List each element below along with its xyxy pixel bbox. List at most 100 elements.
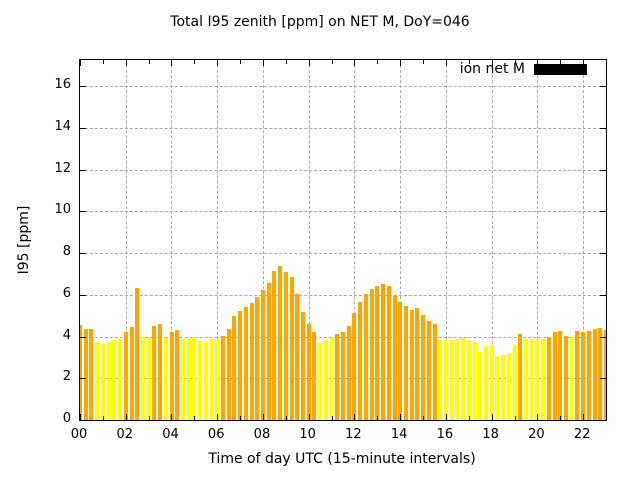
x-minor-tick-mark (468, 416, 470, 420)
x-tick-label: 10 (299, 427, 316, 442)
x-tick-mark (354, 60, 356, 66)
bar (478, 352, 483, 420)
bar (569, 336, 574, 420)
gridline-vertical (491, 60, 493, 420)
gridline-horizontal (80, 86, 606, 88)
x-tick-label: 00 (70, 427, 88, 442)
bar (215, 339, 220, 420)
bar (512, 345, 517, 420)
bar (352, 313, 357, 420)
x-tick-mark (171, 60, 173, 66)
x-tick-mark (80, 414, 81, 420)
x-tick-mark (400, 60, 402, 66)
bar (461, 338, 466, 420)
bar (541, 339, 546, 420)
y-tick-mark (80, 336, 86, 338)
chart-title: Total I95 zenith [ppm] on NET M, DoY=046 (170, 14, 470, 30)
legend-swatch (534, 63, 587, 75)
bar (403, 306, 408, 420)
y-tick-mark (80, 253, 86, 255)
bar (535, 339, 540, 420)
bar (255, 297, 260, 420)
x-minor-tick-mark (423, 60, 425, 64)
x-tick-label: 04 (162, 427, 179, 442)
bar (140, 336, 145, 420)
gridline-horizontal (80, 253, 606, 255)
x-tick-mark (445, 414, 447, 420)
bar (415, 308, 420, 420)
x-minor-tick-mark (606, 60, 607, 64)
x-tick-mark (491, 60, 493, 66)
gridline-vertical (400, 60, 402, 420)
x-minor-tick-mark (148, 60, 150, 64)
x-tick-mark (308, 60, 310, 66)
y-tick-mark (600, 86, 606, 88)
bar (524, 339, 528, 420)
x-tick-mark (400, 414, 402, 420)
bar (289, 277, 294, 420)
bar (283, 272, 288, 420)
bar (455, 339, 460, 420)
bar (135, 287, 140, 420)
bar (80, 325, 82, 420)
bar (529, 339, 534, 420)
x-minor-tick-mark (377, 416, 379, 420)
bar (146, 337, 151, 420)
bar (198, 340, 203, 420)
bar (598, 328, 603, 420)
bar (152, 326, 157, 420)
y-tick-mark (600, 169, 606, 171)
x-minor-tick-mark (240, 416, 242, 420)
y-tick-mark (600, 294, 606, 296)
bar (466, 340, 471, 420)
x-tick-mark (537, 60, 539, 66)
x-minor-tick-mark (240, 60, 242, 64)
x-minor-tick-mark (331, 60, 333, 64)
x-minor-tick-mark (560, 60, 562, 64)
bar (363, 294, 368, 420)
bar (518, 333, 523, 420)
gridline-vertical (583, 60, 585, 420)
bar (438, 340, 443, 420)
bar (375, 286, 380, 420)
x-tick-mark (80, 60, 81, 66)
x-tick-mark (491, 414, 493, 420)
x-tick-mark (125, 60, 127, 66)
gridline-horizontal (80, 169, 606, 171)
bar (586, 331, 591, 420)
y-axis-label: I95 [ppm] (16, 205, 32, 275)
bar (564, 336, 568, 420)
bar (203, 341, 208, 420)
bar (335, 334, 340, 420)
x-tick-mark (217, 414, 219, 420)
bar (118, 339, 122, 420)
bar (358, 302, 363, 420)
x-tick-label: 06 (207, 427, 225, 442)
bar (169, 332, 174, 420)
x-minor-tick-mark (560, 416, 562, 420)
bar (381, 284, 385, 420)
bar (426, 321, 431, 420)
bar (220, 336, 225, 420)
bar (443, 340, 448, 420)
y-tick-mark (600, 336, 606, 338)
bar (346, 326, 351, 420)
x-tick-mark (354, 414, 356, 420)
gridline-horizontal (80, 211, 606, 213)
x-tick-mark (308, 414, 310, 420)
bar (341, 331, 345, 420)
y-tick-mark (80, 169, 86, 171)
x-minor-tick-mark (148, 416, 150, 420)
y-tick-mark (80, 378, 86, 380)
x-minor-tick-mark (194, 60, 196, 64)
x-tick-mark (583, 60, 585, 66)
bar (301, 312, 305, 420)
x-minor-tick-mark (194, 416, 196, 420)
bar (95, 341, 100, 420)
x-minor-tick-mark (285, 60, 287, 64)
bar (546, 336, 551, 420)
bar (186, 339, 191, 420)
x-tick-label: 16 (436, 427, 454, 442)
x-minor-tick-mark (377, 60, 379, 64)
x-minor-tick-mark (468, 60, 470, 64)
